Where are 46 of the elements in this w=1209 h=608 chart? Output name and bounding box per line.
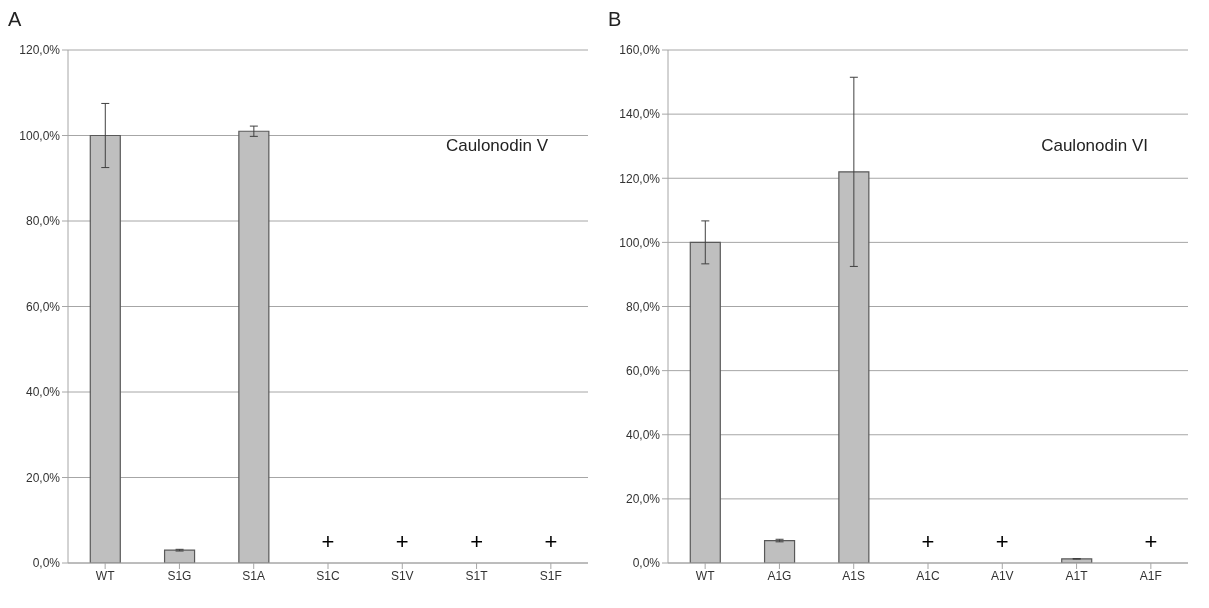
y-tick-label: 40,0% xyxy=(25,385,61,400)
x-tick-label: A1C xyxy=(916,568,941,583)
x-tick-label: A1V xyxy=(990,568,1014,583)
y-tick-label: 100,0% xyxy=(19,128,61,143)
y-tick-label: 0,0% xyxy=(32,556,61,571)
x-tick-label: A1G xyxy=(767,568,792,583)
y-tick-label: 60,0% xyxy=(625,363,661,378)
x-tick-label: WT xyxy=(95,568,116,583)
bar xyxy=(689,241,721,563)
annotation: + xyxy=(994,529,1010,554)
y-tick-label: 80,0% xyxy=(625,299,661,314)
annotation: Caulonodin V xyxy=(445,136,548,156)
bar xyxy=(89,134,121,563)
bar xyxy=(238,130,270,563)
annotation: + xyxy=(543,529,559,554)
annotation: + xyxy=(320,529,336,554)
x-tick-label: S1G xyxy=(167,568,192,583)
x-tick-label: S1C xyxy=(316,568,341,583)
y-tick-label: 40,0% xyxy=(625,428,661,443)
x-tick-label: S1A xyxy=(242,568,266,583)
y-tick-label: 20,0% xyxy=(25,470,61,485)
x-tick-label: S1F xyxy=(539,568,562,583)
y-tick-label: 140,0% xyxy=(619,107,661,122)
y-tick-label: 80,0% xyxy=(25,214,61,229)
annotation: + xyxy=(1143,529,1159,554)
y-tick-label: 60,0% xyxy=(25,299,61,314)
x-tick-label: A1F xyxy=(1139,568,1162,583)
bar xyxy=(763,539,796,563)
y-tick-label: 120,0% xyxy=(19,43,61,58)
x-tick-label: A1S xyxy=(842,568,866,583)
annotation: + xyxy=(394,529,410,554)
y-tick-label: 100,0% xyxy=(619,235,661,250)
chart-title: B xyxy=(608,8,622,31)
x-tick-label: WT xyxy=(695,568,716,583)
y-tick-label: 120,0% xyxy=(619,171,661,186)
annotation: + xyxy=(920,529,936,554)
x-tick-label: A1T xyxy=(1065,568,1089,583)
annotation: Caulonodin VI xyxy=(1041,136,1148,156)
bar xyxy=(838,171,870,563)
annotation: + xyxy=(469,529,484,554)
x-tick-label: S1T xyxy=(465,568,489,583)
chart-title: A xyxy=(8,8,22,31)
y-tick-label: 20,0% xyxy=(625,492,661,507)
y-tick-label: 160,0% xyxy=(619,43,661,58)
y-tick-label: 0,0% xyxy=(632,556,661,571)
x-tick-label: S1V xyxy=(390,568,414,583)
